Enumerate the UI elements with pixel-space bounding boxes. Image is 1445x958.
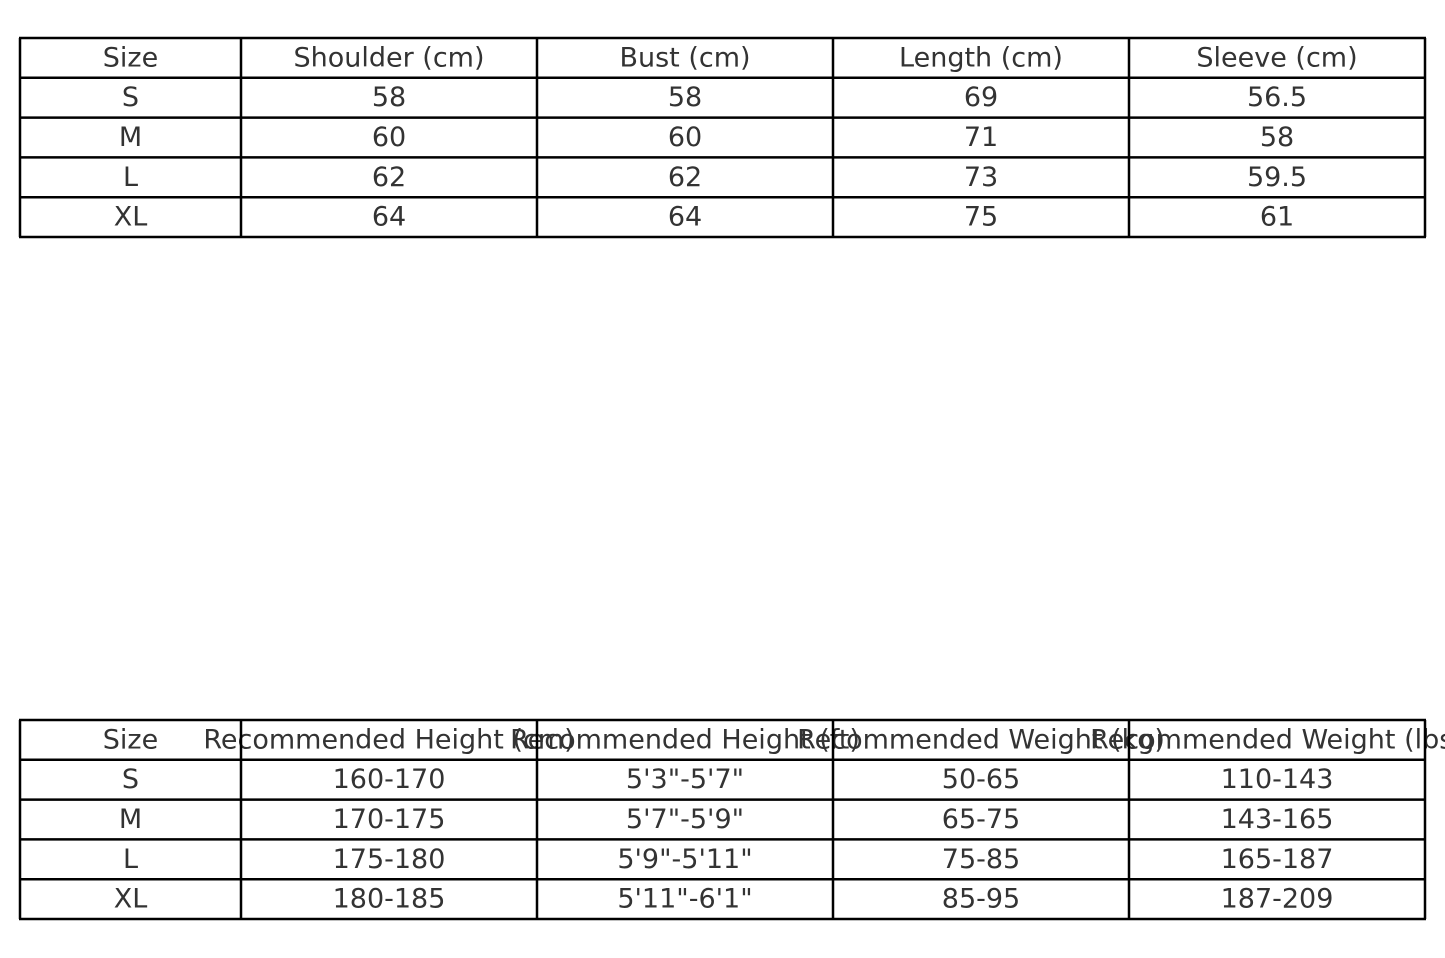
table-cell: 5'7"-5'9" bbox=[626, 804, 744, 835]
table-cell: 75 bbox=[964, 202, 998, 233]
table-cell: L bbox=[123, 844, 138, 875]
table-cell: 110-143 bbox=[1221, 764, 1334, 795]
table-cell: 64 bbox=[668, 202, 702, 233]
table-cell: 58 bbox=[1260, 122, 1294, 153]
table-cell: M bbox=[119, 804, 142, 835]
table-cell: 60 bbox=[668, 122, 702, 153]
header-cell: Shoulder (cm) bbox=[293, 42, 484, 73]
table-cell: 165-187 bbox=[1221, 844, 1334, 875]
table-cell: 5'3"-5'7" bbox=[626, 764, 744, 795]
table-cell: 175-180 bbox=[333, 844, 446, 875]
table-cell: 64 bbox=[372, 202, 406, 233]
table-cell: 60 bbox=[372, 122, 406, 153]
table-cell: M bbox=[119, 122, 142, 153]
table-cell: S bbox=[122, 764, 139, 795]
table-cell: 187-209 bbox=[1221, 884, 1334, 915]
header-cell: Recommended Height (ft) bbox=[510, 724, 860, 755]
header-cell: Size bbox=[103, 724, 158, 755]
header-cell: Sleeve (cm) bbox=[1196, 42, 1357, 73]
header-cell: Length (cm) bbox=[899, 42, 1063, 73]
table-cell: 71 bbox=[964, 122, 998, 153]
table-cell: 75-85 bbox=[942, 844, 1020, 875]
table-cell: 73 bbox=[964, 162, 998, 193]
header-cell: Size bbox=[103, 42, 158, 73]
header-cell: Bust (cm) bbox=[619, 42, 750, 73]
table-cell: 56.5 bbox=[1247, 82, 1307, 113]
table-cell: 85-95 bbox=[942, 884, 1020, 915]
table-cell: 58 bbox=[668, 82, 702, 113]
table-cell: 65-75 bbox=[942, 804, 1020, 835]
header-cell: Recommended Weight (lbs) bbox=[1090, 724, 1445, 755]
table-cell: 58 bbox=[372, 82, 406, 113]
table-cell: 61 bbox=[1260, 202, 1294, 233]
header-cell: Recommended Weight (kg) bbox=[797, 724, 1165, 755]
table-cell: 143-165 bbox=[1221, 804, 1334, 835]
header-cell: Recommended Height (cm) bbox=[203, 724, 574, 755]
table-cell: L bbox=[123, 162, 138, 193]
table-cell: 62 bbox=[372, 162, 406, 193]
table-cell: XL bbox=[114, 202, 148, 233]
table-cell: 160-170 bbox=[333, 764, 446, 795]
table-cell: 180-185 bbox=[333, 884, 446, 915]
table-cell: 62 bbox=[668, 162, 702, 193]
table-cell: 170-175 bbox=[333, 804, 446, 835]
table-cell: S bbox=[122, 82, 139, 113]
table-cell: 50-65 bbox=[942, 764, 1020, 795]
table-cell: 69 bbox=[964, 82, 998, 113]
table-cell: 5'11"-6'1" bbox=[617, 884, 752, 915]
table-cell: 5'9"-5'11" bbox=[617, 844, 752, 875]
table-cell: 59.5 bbox=[1247, 162, 1307, 193]
table-cell: XL bbox=[114, 884, 148, 915]
